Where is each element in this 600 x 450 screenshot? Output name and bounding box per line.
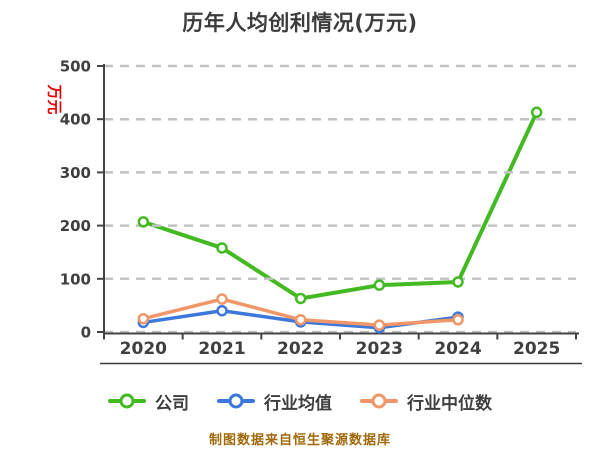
y-tick-labels: 0 100 200 300 400 500 xyxy=(60,58,91,342)
series-line-0[interactable] xyxy=(141,110,539,301)
y-tick-label-400: 400 xyxy=(60,111,91,129)
legend-item-industry-median[interactable]: 行业中位数 xyxy=(360,389,492,414)
chart-title: 历年人均创利情况(万元) xyxy=(182,11,418,35)
y-tick-label-300: 300 xyxy=(60,164,91,182)
legend-label-industry-median: 行业中位数 xyxy=(407,393,492,414)
industry-avg-line-swatch xyxy=(217,393,255,409)
company-marker-icon xyxy=(119,393,135,409)
legend-label-industry-avg: 行业均值 xyxy=(264,393,332,414)
x-tick-label-2022: 2022 xyxy=(277,339,324,359)
point-公司-2024[interactable] xyxy=(452,276,464,288)
x-tick-label-2021: 2021 xyxy=(198,339,245,359)
y-tick-label-200: 200 xyxy=(60,217,91,235)
industry-median-marker-icon xyxy=(371,393,387,409)
point-公司-2021[interactable] xyxy=(216,242,228,254)
point-公司-2025[interactable] xyxy=(530,106,543,119)
series-markers[interactable] xyxy=(137,106,543,334)
x-tick-labels: 2020 2021 2022 2023 2024 2025 xyxy=(120,339,561,359)
point-公司-2023[interactable] xyxy=(373,279,386,291)
x-tick-label-2024: 2024 xyxy=(434,339,481,359)
y-tick-label-100: 100 xyxy=(60,270,91,288)
legend-item-company[interactable]: 公司 xyxy=(108,389,189,414)
point-公司-2020[interactable] xyxy=(137,216,150,228)
legend: 公司 行业均值 行业中位数 xyxy=(0,389,600,414)
x-tick-label-2025: 2025 xyxy=(513,339,560,359)
y-tick-label-0: 0 xyxy=(81,324,91,342)
point-公司-2022[interactable] xyxy=(294,292,307,305)
x-tick-label-2020: 2020 xyxy=(120,339,167,359)
y-tick-label-500: 500 xyxy=(60,58,91,76)
x-tick-label-2023: 2023 xyxy=(356,339,403,359)
data-source-footer: 制图数据来自恒生聚源数据库 xyxy=(208,433,391,448)
point-行业中位数-2021[interactable] xyxy=(216,293,228,305)
point-行业均值-2021[interactable] xyxy=(216,304,228,317)
industry-avg-marker-icon xyxy=(228,393,244,409)
point-行业中位数-2020[interactable] xyxy=(137,312,150,325)
point-行业中位数-2023[interactable] xyxy=(373,319,386,331)
series-lines[interactable] xyxy=(141,110,539,330)
point-行业中位数-2024[interactable] xyxy=(452,314,464,326)
axes xyxy=(97,64,582,365)
company-line-swatch xyxy=(108,393,146,409)
point-行业中位数-2022[interactable] xyxy=(294,314,307,326)
legend-item-industry-avg[interactable]: 行业均值 xyxy=(217,389,332,414)
legend-label-company: 公司 xyxy=(155,393,189,414)
industry-median-line-swatch xyxy=(360,393,398,409)
